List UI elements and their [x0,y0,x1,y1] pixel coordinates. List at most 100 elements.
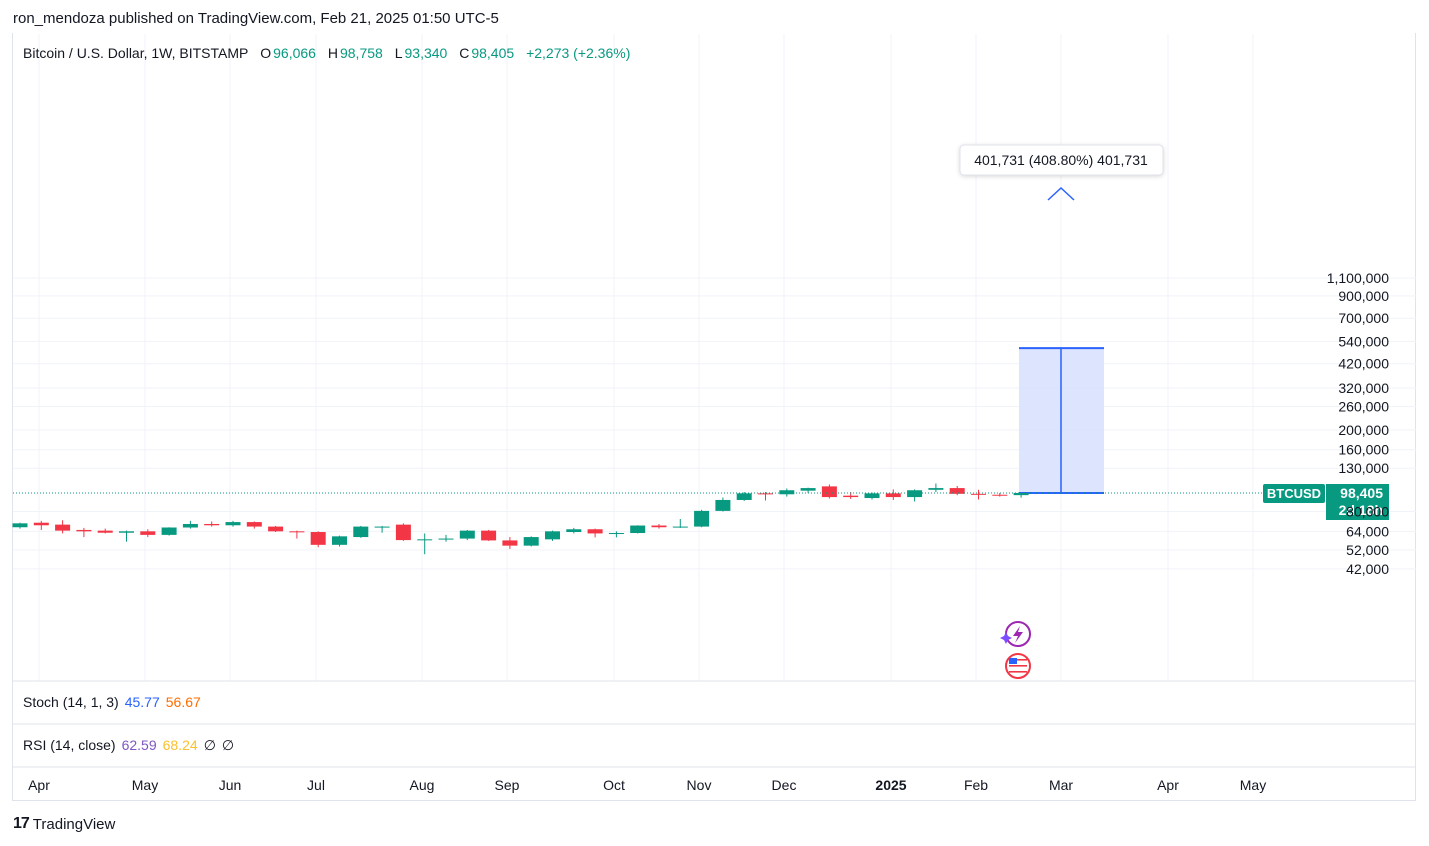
candle-body [353,526,369,538]
close-label: C [459,45,470,61]
x-tick-label: Apr [1157,777,1179,793]
candle [12,522,28,529]
candle [289,530,305,539]
last-price-value: 98,405 [1340,485,1383,501]
candle-body [736,493,752,500]
candle [608,531,624,538]
candle-body [481,530,497,541]
candle-body [545,531,560,540]
candle [246,521,262,529]
y-tick-label: 420,000 [1338,356,1389,372]
candle-body [779,490,795,495]
high-label: H [327,45,338,61]
candle-body [800,488,816,491]
flag-stripe [1009,665,1027,667]
bar-countdown: 2d 18h [1339,502,1383,518]
y-tick-label: 700,000 [1338,310,1389,326]
y-tick-label: 160,000 [1338,442,1389,458]
candle [821,484,837,499]
measure-tooltip-label: 401,731 (408.80%) 401,731 [974,152,1148,168]
candle [417,533,433,555]
x-axis: Apr May Jun Jul Aug Sep Oct Nov Dec 2025 Feb Mar Apr… [28,777,1266,793]
flag-canton [1009,658,1017,664]
candle [353,525,369,538]
candle [161,527,177,536]
flag-stripe [1009,659,1027,661]
candle-body [225,522,241,526]
candle [268,525,284,533]
tradingview-brand: TradingView [32,815,116,833]
stoch-label: Stoch (14, 1, 3) [23,694,119,710]
candles [12,483,1029,555]
y-tick-label: 260,000 [1338,398,1389,414]
candle-body [438,538,454,540]
candle [182,520,198,529]
candle-body [289,531,305,533]
candle [140,529,156,538]
candle-body [459,530,475,539]
candle [949,485,965,496]
x-tick-label: Sep [495,777,520,793]
measure-arrow-head [1047,186,1075,201]
candle-body [971,493,986,495]
candle [992,492,1008,497]
x-tick-label: Jun [219,777,242,793]
candle [55,520,71,534]
candle [225,520,241,527]
candle-body [523,537,539,546]
candle [971,489,986,500]
candle-body [140,531,156,535]
stoch-k-value: 45.77 [124,694,160,710]
x-tick-label: Oct [603,777,625,793]
candle [204,521,220,527]
candle [800,487,816,493]
close-value: 98,405 [471,45,515,61]
candle [459,529,475,541]
candle-body [694,510,710,527]
chart-frame [12,33,1416,801]
candle [310,531,326,548]
candle-body [310,532,326,545]
x-tick-label: Nov [687,777,712,793]
candle [502,537,518,549]
rsi-extra-1: ∅ [203,737,216,753]
stoch-legend[interactable]: Stoch (14, 1, 3) 45.77 56.67 [23,694,201,710]
change-value: +2,273 (+2.36%) [526,45,631,61]
sparkle-glyph [1000,632,1012,644]
candle-body [417,539,433,541]
candle [758,492,773,501]
candle [672,518,688,528]
x-tick-label: Feb [964,777,988,793]
candle-body [182,523,198,528]
candle-body [651,525,667,528]
x-tick-label: Mar [1049,777,1073,793]
symbol-legend: Bitcoin / U.S. Dollar, 1W, BITSTAMP O 96,… [23,45,632,61]
x-tick-label: Apr [28,777,50,793]
candle [885,489,901,500]
candle-body [949,488,965,494]
candle [332,535,347,547]
open-label: O [260,45,272,61]
high-value: 98,758 [339,45,383,61]
measure-tooltip-box [959,144,1164,176]
y-axis: 1,100,000 900,000 700,000 540,000 420,000 320… [1327,270,1390,577]
low-value: 93,340 [404,45,448,61]
candle-body [992,494,1008,496]
candle [715,497,731,512]
symbol-tag-label: BTCUSD [1267,486,1321,501]
candle [523,536,539,547]
candle-body [630,525,646,534]
candle-body [374,526,390,528]
x-tick-label: May [1240,777,1266,793]
tradingview-logo[interactable]: 17 TradingView [13,815,115,833]
candle-body [268,526,284,532]
publish-header: ron_mendoza published on TradingView.com… [13,10,499,27]
candle-body [566,529,582,533]
flag-stripe [1009,668,1027,670]
candle-body [1013,493,1029,496]
tradingview-logo-icon: 17 [13,815,30,832]
rsi-legend[interactable]: RSI (14, close) 62.59 68.24 ∅ ∅ [23,737,234,754]
candle [33,520,49,530]
pane-separators [12,680,1416,768]
